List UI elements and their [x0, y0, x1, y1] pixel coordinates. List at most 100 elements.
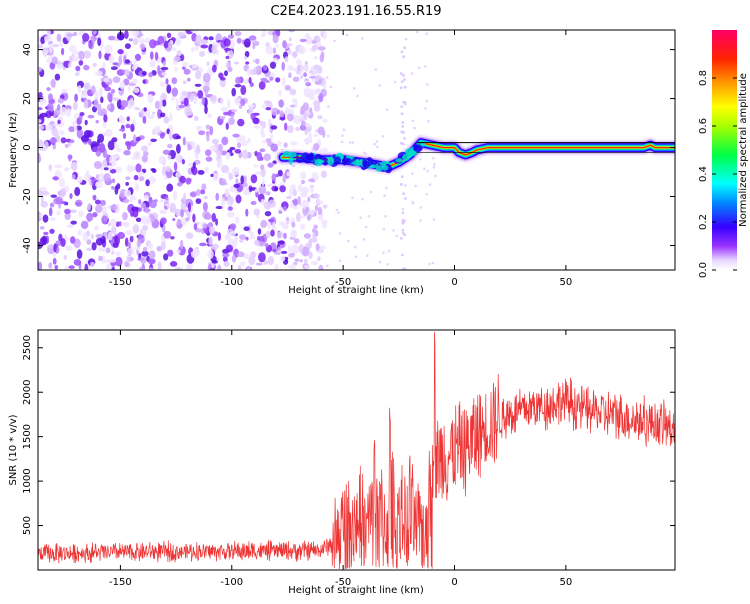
noise-blob [202, 72, 211, 83]
noise-blob [137, 171, 144, 177]
noise-blob [248, 106, 254, 116]
noise-blob [51, 56, 58, 65]
noise-blob [167, 143, 173, 149]
noise-dot [335, 208, 339, 212]
noise-blob [296, 212, 301, 223]
noise-dot [381, 135, 385, 138]
noise-dot [395, 234, 399, 238]
noise-blob [234, 84, 242, 88]
noise-blob [231, 254, 237, 263]
noise-dot [361, 197, 364, 201]
noise-blob [240, 175, 244, 185]
noise-blob [157, 261, 162, 270]
noise-blob [291, 262, 296, 270]
noise-blob [175, 135, 182, 140]
noise-blob [317, 115, 323, 120]
noise-blob [149, 59, 156, 68]
noise-blob [169, 202, 176, 212]
noise-blob [303, 258, 308, 264]
noise-blob [70, 161, 78, 171]
noise-blob [107, 140, 115, 151]
noise-blob [291, 230, 297, 238]
noise-blob [259, 148, 266, 153]
noise-blob [204, 166, 209, 174]
noise-blob [275, 43, 279, 48]
noise-blob [248, 256, 256, 266]
noise-blob [199, 242, 207, 247]
noise-dot [400, 237, 403, 240]
noise-blob [189, 191, 197, 198]
noise-blob [166, 84, 172, 94]
noise-blob [75, 65, 81, 72]
noise-blob [279, 110, 284, 119]
noise-blob [94, 90, 99, 100]
noise-blob [124, 30, 129, 39]
noise-blob [46, 87, 51, 92]
noise-blob [171, 87, 178, 97]
noise-dot [400, 175, 404, 179]
noise-blob [103, 77, 110, 83]
noise-blob [68, 126, 76, 133]
signal-blob [381, 165, 389, 171]
noise-blob [142, 116, 147, 124]
noise-blob [235, 194, 242, 204]
noise-blob [283, 205, 287, 212]
noise-blob [227, 99, 231, 109]
noise-blob [66, 108, 71, 118]
noise-blob [198, 130, 206, 136]
noise-blob [269, 61, 277, 69]
noise-blob [281, 76, 286, 87]
noise-blob [151, 111, 156, 115]
noise-blob [284, 122, 288, 131]
signal-blob [295, 156, 304, 163]
noise-blob [292, 76, 300, 82]
noise-dot [378, 260, 382, 264]
noise-blob [69, 193, 73, 200]
noise-blob [38, 261, 43, 270]
noise-blob [211, 44, 218, 55]
noise-blob [300, 171, 306, 180]
noise-blob [237, 118, 245, 127]
noise-blob [76, 176, 83, 184]
noise-blob [154, 100, 161, 110]
noise-blob [207, 249, 214, 259]
noise-blob [223, 38, 231, 47]
noise-blob [116, 183, 121, 190]
noise-blob [202, 223, 208, 229]
noise-blob [136, 240, 141, 248]
noise-dot [401, 231, 405, 235]
noise-blob [208, 36, 214, 41]
noise-blob [223, 111, 230, 116]
noise-blob [230, 113, 235, 118]
noise-blob [317, 256, 321, 262]
noise-blob [51, 127, 59, 137]
noise-blob [201, 96, 205, 105]
noise-blob [91, 176, 95, 187]
noise-blob [190, 250, 199, 259]
noise-blob [75, 72, 80, 76]
noise-blob [192, 96, 198, 105]
noise-blob [255, 58, 260, 65]
noise-blob [61, 47, 65, 56]
noise-blob [245, 236, 249, 241]
noise-blob [43, 231, 49, 236]
noise-blob [183, 97, 189, 107]
noise-blob [194, 83, 202, 87]
y-tick-label: -20 [22, 188, 33, 204]
y-tick-label: 20 [22, 92, 33, 105]
noise-blob [245, 61, 250, 65]
noise-blob [211, 260, 218, 264]
spectrogram-x-label: Height of straight line (km) [288, 285, 424, 296]
noise-dot [382, 251, 385, 255]
y-tick-label: 1500 [22, 424, 33, 449]
noise-blob [57, 104, 61, 111]
noise-blob [278, 89, 282, 97]
noise-blob [74, 186, 81, 197]
noise-blob [119, 80, 125, 91]
noise-dot [414, 184, 418, 188]
noise-dot [387, 249, 391, 253]
noise-blob [57, 119, 61, 125]
noise-blob [253, 66, 257, 76]
figure-title: C2E4.2023.191.16.55.R19 [270, 4, 441, 19]
noise-blob [299, 259, 303, 263]
